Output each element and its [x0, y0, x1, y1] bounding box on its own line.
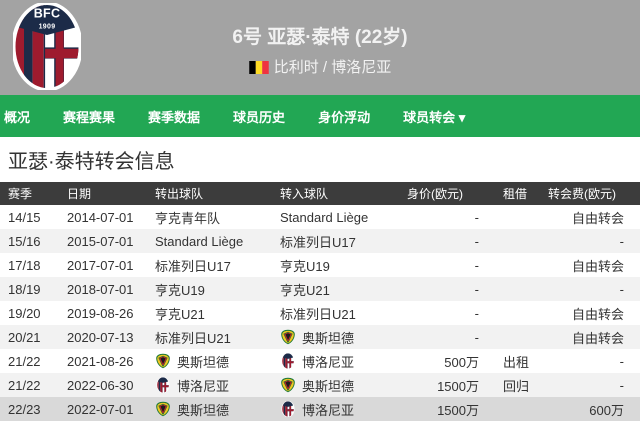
svg-text:BFC: BFC	[34, 7, 61, 21]
